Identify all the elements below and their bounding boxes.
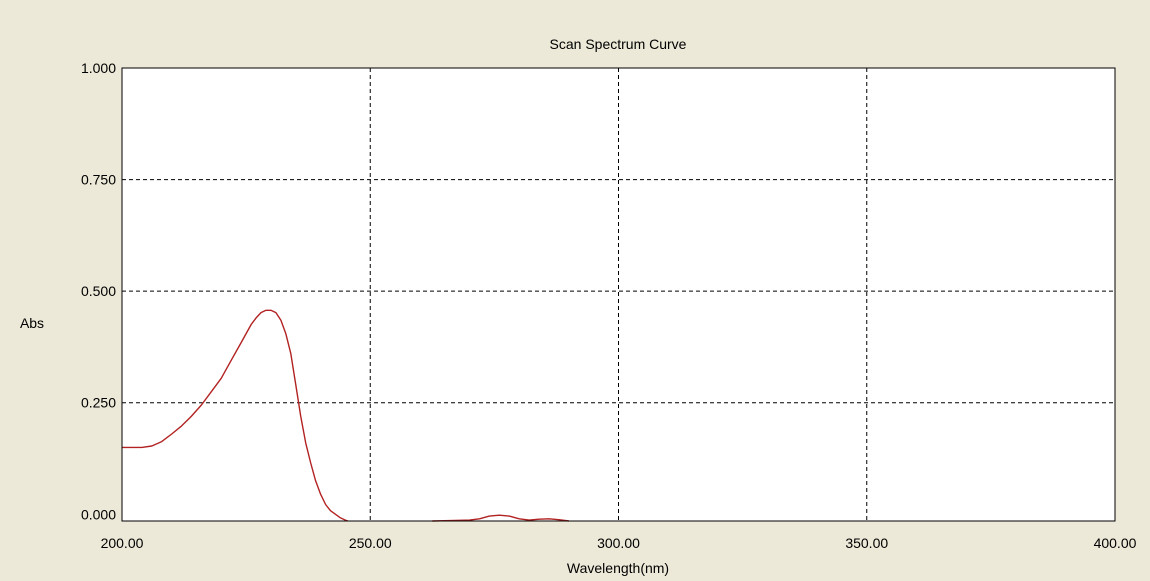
spectrum-series-line [432,514,569,522]
x-tick-label: 350.00 [845,535,888,551]
grid [122,68,1115,521]
x-tick-label: 250.00 [349,535,392,551]
chart-title: Scan Spectrum Curve [550,36,687,52]
y-tick-label: 0.000 [81,506,116,522]
y-axis-label: Abs [20,315,44,331]
x-tick-label: 400.00 [1094,535,1137,551]
x-tick-label: 200.00 [101,535,144,551]
series-layer [122,309,569,522]
y-tick-label: 0.250 [81,395,116,411]
y-tick-label: 0.750 [81,172,116,188]
y-tick-label: 1.000 [81,60,116,76]
y-tick-label: 0.500 [81,283,116,299]
x-axis-label: Wavelength(nm) [567,560,669,576]
tick-labels: 200.00 250.00 300.00 350.00 400.00 0.000 0.250… [81,60,1137,551]
spectrum-series-line [122,309,349,522]
x-tick-label: 300.00 [597,535,640,551]
plot-frame [121,67,1116,522]
